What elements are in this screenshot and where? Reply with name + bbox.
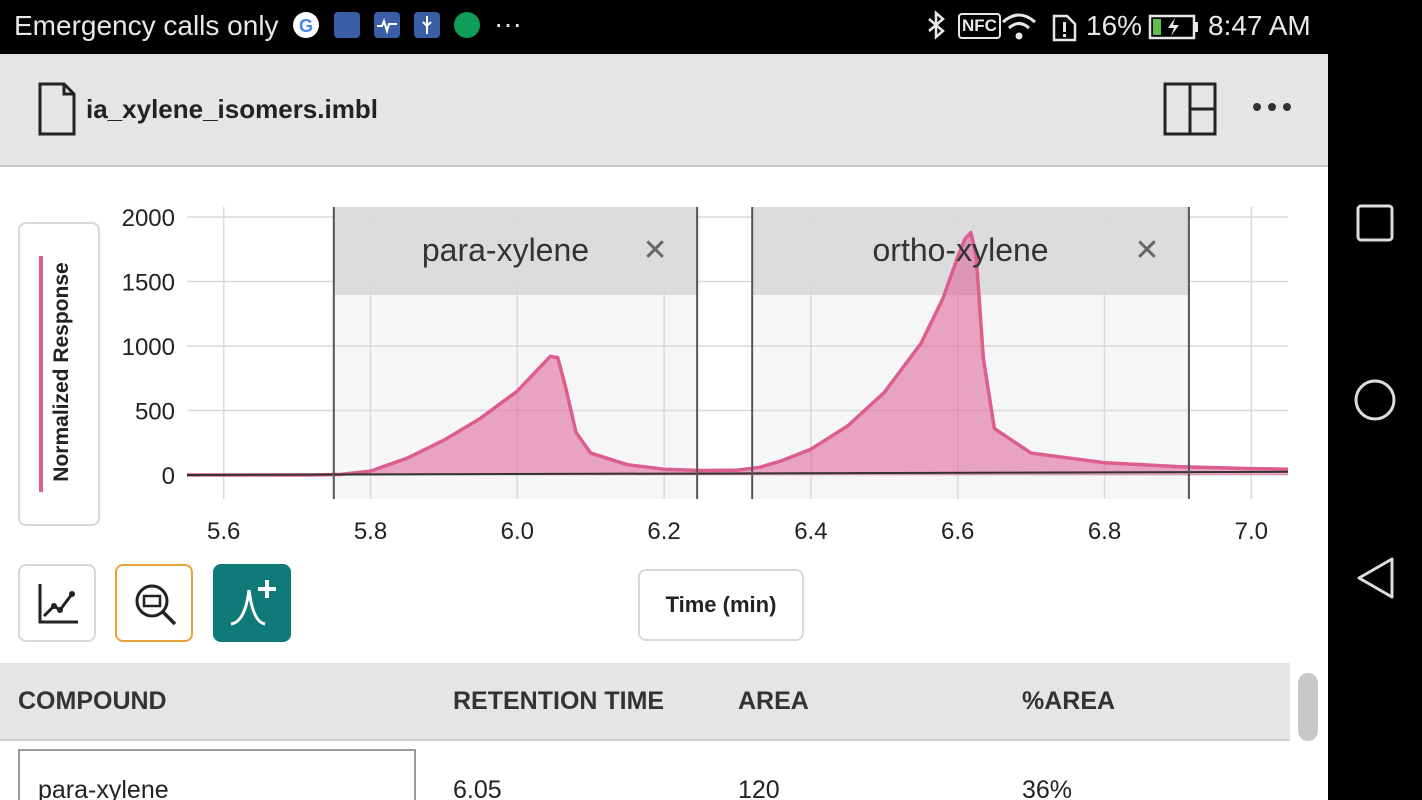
nfc-icon: NFC <box>958 13 1001 39</box>
clock: 8:47 AM <box>1208 10 1311 41</box>
header-percent-area[interactable]: %AREA <box>1022 687 1116 715</box>
table-header: COMPOUND RETENTION TIME AREA %AREA <box>0 663 1290 741</box>
x-tick-label-1: 5.8 <box>354 518 387 545</box>
cell-retention-time: 6.05 <box>453 776 502 800</box>
add-peak-button[interactable] <box>213 564 291 642</box>
cell-area: 120 <box>738 776 780 800</box>
compound-name-field[interactable] <box>18 749 416 800</box>
x-tick-label-0: 5.6 <box>207 518 240 545</box>
overflow-notifications: ··· <box>494 8 522 39</box>
y-tick-label-1: 500 <box>135 399 175 426</box>
x-tick-label-4: 6.4 <box>794 518 827 545</box>
health-notification-icon <box>374 12 400 38</box>
x-tick-label-3: 6.2 <box>647 518 680 545</box>
bluetooth-icon <box>924 10 948 47</box>
google-icon: G <box>293 12 319 38</box>
sim-alert-icon <box>1050 12 1078 49</box>
svg-text:G: G <box>299 16 313 36</box>
y-axis-label-button[interactable] <box>18 222 100 526</box>
add-peak-icon <box>227 576 279 633</box>
usb-icon <box>414 12 440 38</box>
back-button[interactable] <box>1356 557 1394 604</box>
zoom-icon <box>133 582 179 633</box>
peak-region-header-0 <box>333 207 698 295</box>
header-retention-time[interactable]: RETENTION TIME <box>453 687 665 715</box>
series-color-swatch <box>39 256 43 492</box>
recents-button[interactable] <box>1356 204 1394 247</box>
header-area[interactable]: AREA <box>738 687 809 715</box>
plot-tool-button[interactable] <box>18 564 96 642</box>
carrier-text: Emergency calls only <box>14 10 279 41</box>
x-tick-label-7: 7.0 <box>1235 518 1268 545</box>
file-name: ia_xylene_isomers.imbl <box>86 94 378 124</box>
table-scrollbar[interactable] <box>1298 673 1318 741</box>
x-axis-label: Time (min) <box>665 592 777 617</box>
y-tick-label-3: 1500 <box>122 270 175 297</box>
chromatogram-chart[interactable]: 0 500 1000 1500 2000 5.6 5.8 6.0 6.2 6.4 6.6 6.8 7.0… <box>0 194 1328 594</box>
line-chart-icon <box>36 582 80 631</box>
navigation-bar <box>1328 0 1422 800</box>
x-axis-label-button[interactable]: Time (min) <box>638 569 804 641</box>
document-icon <box>38 82 76 141</box>
x-tick-label-6: 6.8 <box>1088 518 1121 545</box>
peak-label-1: ortho-xylene <box>872 232 1048 268</box>
y-tick-label-2: 1000 <box>122 334 175 361</box>
battery-charging-icon <box>1148 14 1200 47</box>
app-notification-icon <box>334 12 360 38</box>
peak-label-0: para-xylene <box>422 232 589 268</box>
y-tick-label-0: 0 <box>162 463 175 490</box>
cell-percent-area: 36% <box>1022 776 1073 800</box>
app-toolbar: ia_xylene_isomers.imbl <box>0 54 1328 167</box>
x-tick-label-5: 6.6 <box>941 518 974 545</box>
hangouts-icon <box>454 12 480 38</box>
y-tick-label-4: 2000 <box>122 205 175 232</box>
zoom-tool-button[interactable] <box>115 564 193 642</box>
x-tick-label-2: 6.0 <box>501 518 534 545</box>
series-line-0 <box>187 230 1289 477</box>
battery-percent: 16% <box>1086 10 1143 41</box>
more-vert-icon[interactable] <box>1252 100 1292 118</box>
header-compound[interactable]: COMPOUND <box>18 687 167 715</box>
remove-peak-icon-0[interactable]: ✕ <box>643 234 668 267</box>
baseline <box>186 470 1289 476</box>
layout-icon[interactable] <box>1163 82 1217 141</box>
status-bar: Emergency calls only G ··· NFC 16% 8:47 … <box>0 0 1328 54</box>
wifi-icon <box>1000 12 1038 49</box>
cell-compound: para-xylene <box>38 776 169 800</box>
app-window: ia_xylene_isomers.imbl Normalized Respon… <box>0 54 1328 800</box>
home-button[interactable] <box>1354 379 1396 426</box>
remove-peak-icon-1[interactable]: ✕ <box>1134 234 1159 267</box>
